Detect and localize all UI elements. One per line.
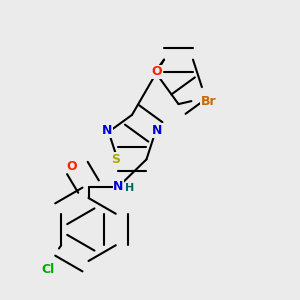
Text: N: N (152, 124, 162, 137)
Text: O: O (67, 160, 77, 173)
Text: Cl: Cl (41, 263, 54, 276)
Text: N: N (113, 180, 124, 193)
Text: O: O (151, 65, 162, 78)
Text: Br: Br (200, 94, 216, 108)
Text: N: N (102, 124, 112, 137)
Text: S: S (112, 153, 121, 166)
Text: H: H (125, 183, 134, 193)
